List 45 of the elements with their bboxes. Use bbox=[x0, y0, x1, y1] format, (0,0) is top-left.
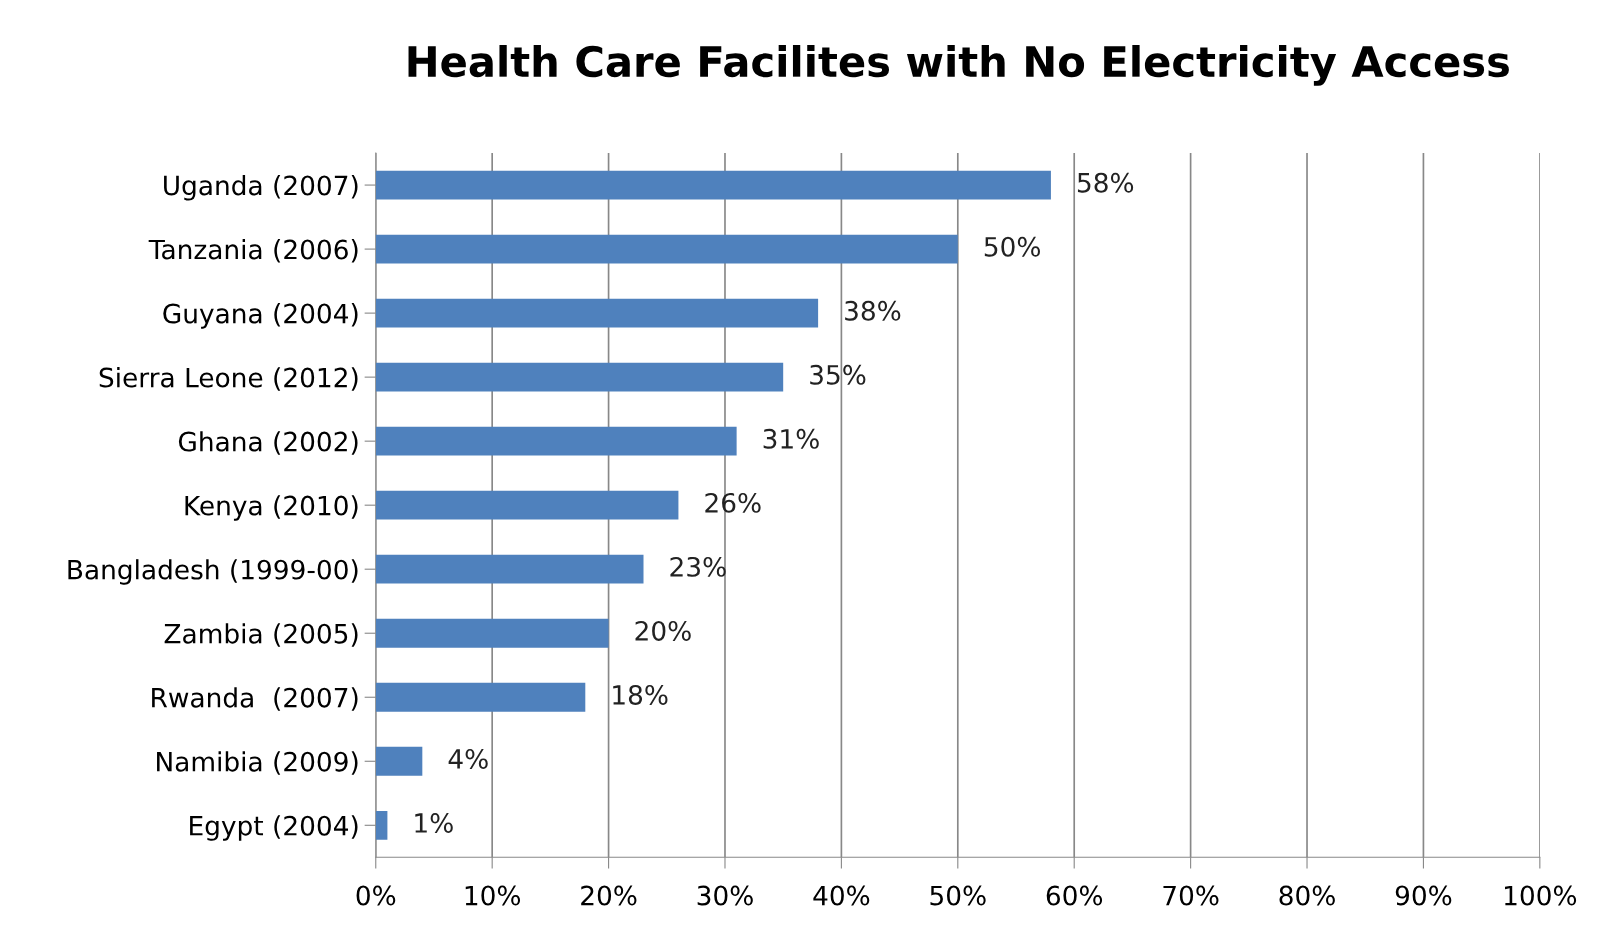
bar bbox=[375, 362, 784, 392]
bar bbox=[375, 810, 388, 840]
data-label: 23% bbox=[670, 556, 726, 577]
bar bbox=[375, 618, 609, 648]
y-tick-label: Sierra Leone (2012) bbox=[99, 367, 358, 391]
x-tick-label: 10% bbox=[465, 885, 521, 906]
data-label: 31% bbox=[763, 428, 819, 449]
x-tick-label: 40% bbox=[813, 885, 870, 906]
x-tick-label: 90% bbox=[1395, 885, 1452, 906]
x-tick-label: 30% bbox=[697, 885, 753, 906]
y-tick-label: Uganda (2007) bbox=[164, 175, 358, 201]
bar bbox=[375, 490, 679, 520]
data-label: 58% bbox=[1077, 172, 1134, 193]
x-tick-label: 20% bbox=[581, 885, 637, 906]
y-tick-label: Guyana (2004) bbox=[163, 303, 358, 329]
data-label: 50% bbox=[984, 236, 1040, 257]
bar bbox=[375, 746, 423, 776]
data-label: 20% bbox=[635, 620, 691, 641]
x-tick-label: 60% bbox=[1046, 885, 1103, 906]
bar bbox=[375, 682, 586, 712]
y-tick-label: Egypt (2004) bbox=[190, 815, 358, 841]
data-label: 38% bbox=[845, 300, 901, 321]
data-label: 35% bbox=[810, 364, 866, 385]
y-tick-label: Kenya (2010) bbox=[185, 495, 358, 521]
bar bbox=[375, 426, 737, 456]
y-tick-label: Rwanda (2007) bbox=[152, 687, 358, 711]
x-tick-label: 80% bbox=[1279, 885, 1335, 906]
chart-title: Health Care Facilites with No Electricity Access bbox=[408, 45, 1509, 86]
y-tick-label: Bangladesh (1999-00) bbox=[68, 559, 358, 585]
x-tick-label: 50% bbox=[930, 885, 986, 906]
data-label: 1% bbox=[415, 812, 453, 833]
y-tick-label: Zambia (2005) bbox=[164, 623, 358, 647]
data-label: 4% bbox=[448, 748, 488, 769]
x-tick-label: 100% bbox=[1505, 885, 1577, 906]
bar bbox=[375, 554, 644, 584]
bar bbox=[375, 234, 958, 264]
y-tick-label: Ghana (2002) bbox=[178, 431, 358, 455]
data-label: 26% bbox=[705, 492, 761, 513]
x-tick-label: 0% bbox=[356, 885, 396, 906]
y-tick-label: Tanzania (2006) bbox=[148, 239, 358, 263]
x-tick-label: 70% bbox=[1163, 885, 1219, 906]
data-label: 18% bbox=[613, 684, 668, 705]
bar bbox=[375, 170, 1051, 200]
y-tick-label: Namibia (2009) bbox=[157, 751, 358, 775]
bar bbox=[375, 298, 819, 328]
